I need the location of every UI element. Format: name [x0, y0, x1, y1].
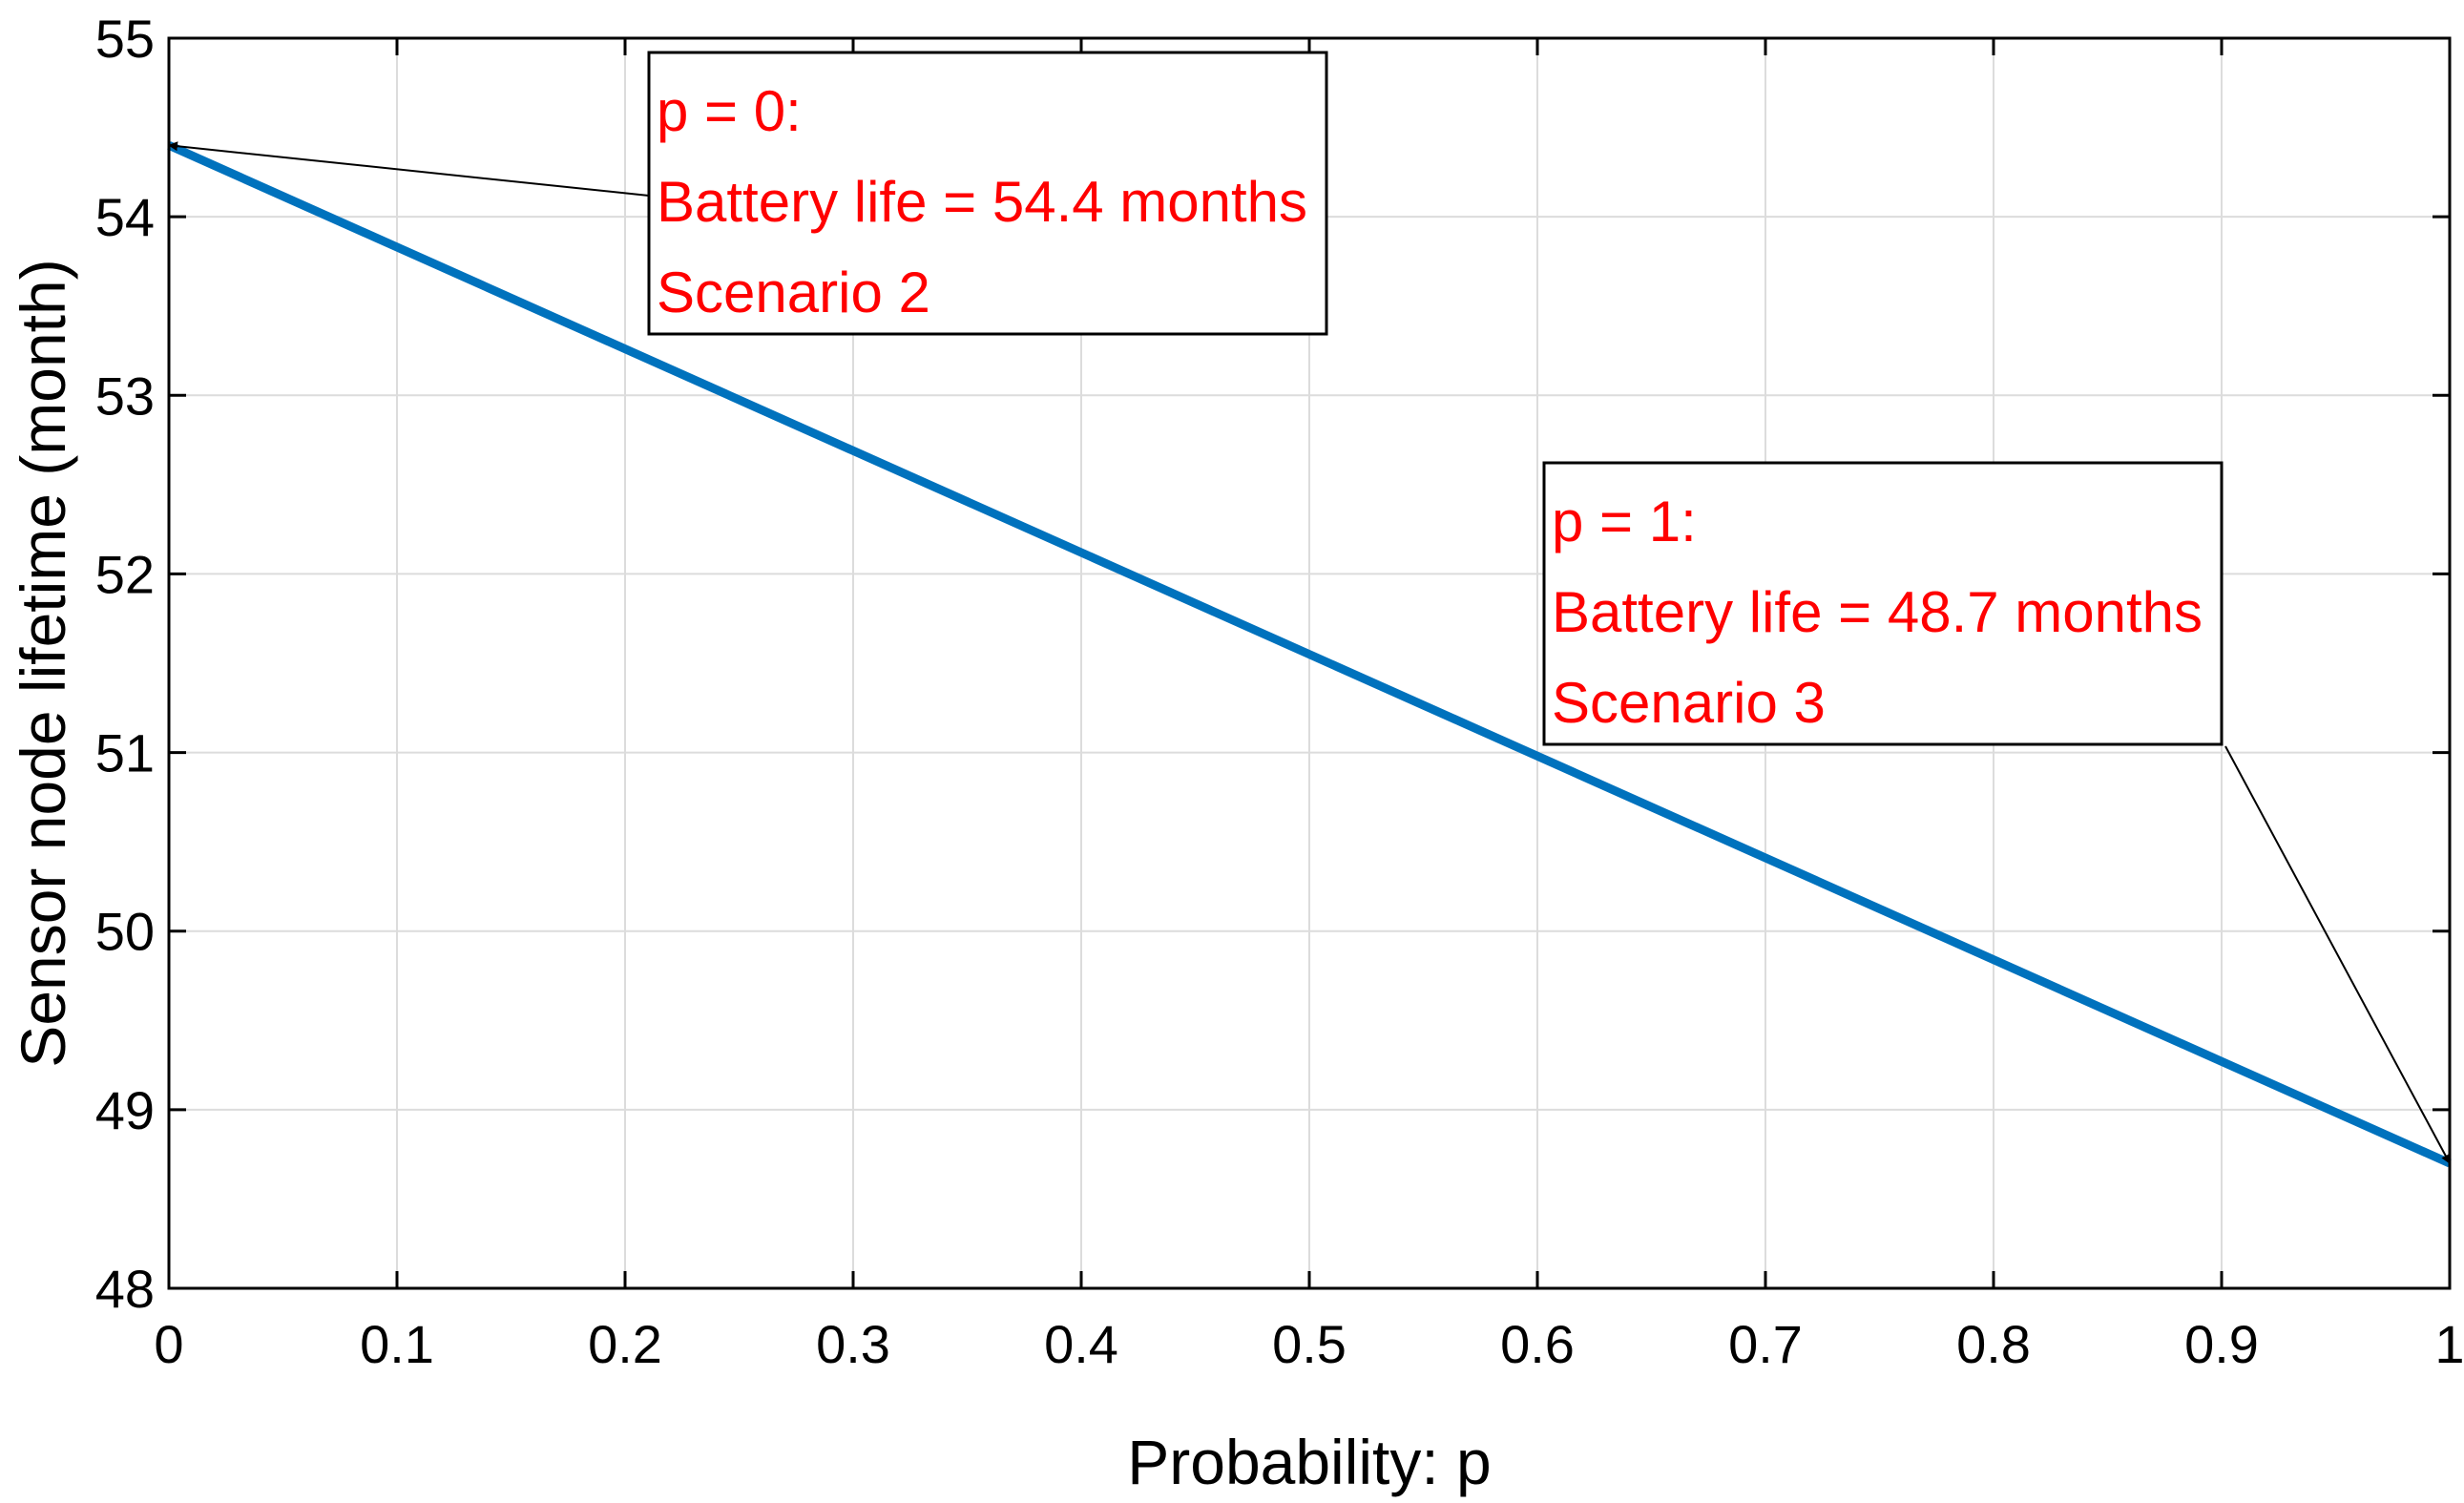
annotation-box [1542, 461, 2224, 746]
x-tick-label: 0.7 [1728, 1314, 1803, 1374]
x-tick-label: 0.1 [360, 1314, 434, 1374]
series-line [167, 141, 2452, 1168]
x-tick-label: 0.5 [1272, 1314, 1347, 1374]
x-tick-label: 0.8 [1956, 1314, 2031, 1374]
y-tick-label: 48 [95, 1259, 155, 1319]
x-tick-label: 1 [2434, 1314, 2464, 1374]
y-tick-label: 49 [95, 1080, 155, 1140]
annotations-group: p = 0: Battery life = 54.4 months Scenario… [168, 51, 2451, 1164]
x-tick-label: 0 [154, 1314, 183, 1374]
annotation-text: p = 1: [1552, 490, 1697, 553]
x-axis-label: Probability: p [1127, 1427, 1492, 1497]
annotation-arrow [168, 141, 650, 197]
y-tick-label: 55 [95, 9, 155, 69]
annotation-text: Scenario 3 [1552, 671, 1826, 735]
y-tick-label: 50 [95, 902, 155, 962]
x-tick-label: 0.2 [588, 1314, 662, 1374]
annotation-box [647, 51, 1328, 336]
ticks-group: 0 0.1 0.2 0.3 0.4 0.5 0.6 0.7 0.8 0.9 1 48 49 50 51 52 5… [95, 9, 2464, 1374]
annotation-text: Battery life = 48.7 months [1552, 580, 2203, 644]
x-tick-label: 0.3 [816, 1314, 890, 1374]
y-axis-label: Sensor node lifetime (month) [8, 259, 78, 1067]
annotation-arrow [2224, 745, 2451, 1164]
y-tick-label: 54 [95, 187, 155, 247]
annotation-text: Scenario 2 [657, 261, 930, 324]
y-tick-label: 52 [95, 544, 155, 604]
x-tick-label: 0.4 [1044, 1314, 1118, 1374]
x-tick-label: 0.9 [2184, 1314, 2259, 1374]
annotation-text: p = 0: [657, 79, 802, 143]
x-tick-label: 0.6 [1500, 1314, 1575, 1374]
y-tick-label: 51 [95, 723, 155, 783]
series-group [167, 141, 2452, 1168]
y-tick-label: 53 [95, 365, 155, 426]
annotation-text: Battery life = 54.4 months [657, 170, 1307, 234]
